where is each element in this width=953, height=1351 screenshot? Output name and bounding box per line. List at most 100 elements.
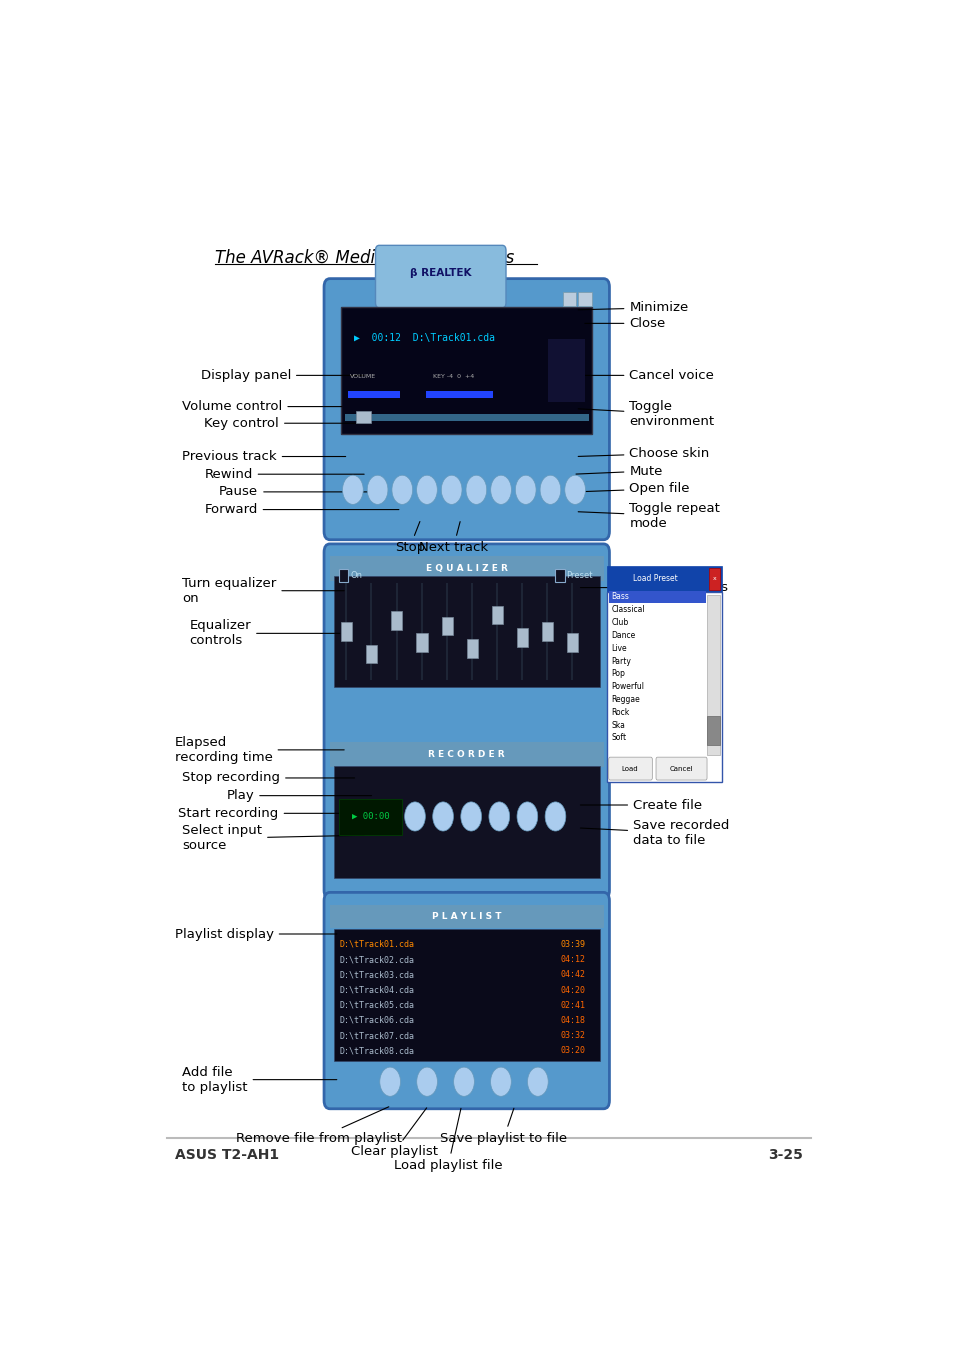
- Circle shape: [490, 1067, 511, 1096]
- FancyBboxPatch shape: [608, 667, 705, 681]
- FancyBboxPatch shape: [330, 557, 603, 581]
- Circle shape: [544, 802, 565, 831]
- Text: Minimize: Minimize: [578, 301, 688, 315]
- Text: β REALTEK: β REALTEK: [410, 269, 471, 278]
- Text: Rock: Rock: [611, 708, 629, 717]
- Text: 03:20: 03:20: [559, 1047, 584, 1055]
- FancyBboxPatch shape: [344, 413, 588, 422]
- Text: Pause: Pause: [219, 485, 381, 499]
- FancyBboxPatch shape: [366, 644, 376, 663]
- Text: Turn equalizer
on: Turn equalizer on: [182, 577, 344, 605]
- Text: Select input
source: Select input source: [182, 824, 364, 852]
- Text: 04:12: 04:12: [559, 955, 584, 965]
- FancyBboxPatch shape: [391, 611, 402, 630]
- Text: Elapsed
recording time: Elapsed recording time: [174, 736, 344, 763]
- FancyBboxPatch shape: [426, 390, 492, 399]
- Circle shape: [460, 802, 481, 831]
- Circle shape: [404, 802, 425, 831]
- FancyBboxPatch shape: [608, 642, 705, 655]
- FancyBboxPatch shape: [608, 604, 705, 616]
- Text: 03:39: 03:39: [559, 940, 584, 948]
- Text: Load playlist file: Load playlist file: [394, 1108, 502, 1171]
- Text: D:\tTrack05.cda: D:\tTrack05.cda: [339, 1001, 415, 1009]
- FancyBboxPatch shape: [334, 576, 599, 688]
- FancyBboxPatch shape: [334, 766, 599, 878]
- Circle shape: [441, 476, 461, 504]
- FancyBboxPatch shape: [706, 716, 720, 744]
- Text: Dance: Dance: [611, 631, 636, 640]
- Text: D:\tTrack03.cda: D:\tTrack03.cda: [339, 970, 415, 979]
- FancyBboxPatch shape: [555, 569, 564, 582]
- FancyBboxPatch shape: [341, 307, 592, 434]
- Text: Toggle
environment: Toggle environment: [578, 400, 714, 428]
- Text: Load Preset: Load Preset: [632, 574, 677, 584]
- Text: Choose skin: Choose skin: [578, 447, 709, 459]
- FancyBboxPatch shape: [338, 798, 401, 835]
- FancyBboxPatch shape: [608, 757, 652, 780]
- Text: 03:32: 03:32: [559, 1031, 584, 1040]
- Text: D:\tTrack01.cda: D:\tTrack01.cda: [339, 940, 415, 948]
- Text: Ska: Ska: [611, 720, 625, 730]
- FancyBboxPatch shape: [656, 757, 706, 780]
- Text: Soft: Soft: [611, 734, 626, 743]
- Text: Mute: Mute: [576, 465, 662, 478]
- Text: 3-25: 3-25: [767, 1147, 802, 1162]
- FancyBboxPatch shape: [330, 905, 603, 928]
- Text: Stop: Stop: [395, 521, 424, 554]
- Circle shape: [527, 1067, 548, 1096]
- Text: Remove file from playlist: Remove file from playlist: [235, 1106, 401, 1144]
- Text: KEY -4  0  +4: KEY -4 0 +4: [433, 374, 475, 378]
- FancyBboxPatch shape: [324, 278, 609, 540]
- Text: Open file: Open file: [578, 482, 689, 496]
- Text: 04:20: 04:20: [559, 985, 584, 994]
- Text: Stop recording: Stop recording: [182, 771, 355, 785]
- Circle shape: [488, 802, 509, 831]
- FancyBboxPatch shape: [355, 411, 370, 423]
- FancyBboxPatch shape: [541, 623, 553, 640]
- Text: Previous track: Previous track: [182, 450, 345, 463]
- Text: D:\tTrack02.cda: D:\tTrack02.cda: [339, 955, 415, 965]
- Text: D:\tTrack07.cda: D:\tTrack07.cda: [339, 1031, 415, 1040]
- Circle shape: [416, 476, 436, 504]
- FancyBboxPatch shape: [706, 594, 720, 755]
- Text: Close: Close: [584, 317, 665, 330]
- Text: ASUS T2-AH1: ASUS T2-AH1: [174, 1147, 278, 1162]
- Text: Party: Party: [611, 657, 631, 666]
- Text: Playlist display: Playlist display: [174, 928, 336, 940]
- Text: D:\tTrack06.cda: D:\tTrack06.cda: [339, 1016, 415, 1025]
- FancyBboxPatch shape: [324, 544, 609, 898]
- Text: Live: Live: [611, 643, 627, 653]
- Circle shape: [342, 476, 363, 504]
- FancyBboxPatch shape: [608, 693, 705, 705]
- FancyBboxPatch shape: [606, 592, 721, 782]
- Text: Create file: Create file: [579, 798, 701, 812]
- FancyBboxPatch shape: [517, 628, 528, 647]
- Text: 02:41: 02:41: [559, 1001, 584, 1009]
- Text: Rewind: Rewind: [204, 467, 364, 481]
- FancyBboxPatch shape: [416, 634, 427, 653]
- Text: x: x: [712, 576, 716, 581]
- Text: Load: Load: [621, 766, 638, 771]
- Text: Club: Club: [611, 619, 628, 627]
- Text: Play: Play: [226, 789, 371, 802]
- Circle shape: [564, 476, 585, 504]
- FancyBboxPatch shape: [348, 390, 400, 399]
- Text: Toggle repeat
mode: Toggle repeat mode: [578, 501, 720, 530]
- FancyBboxPatch shape: [375, 246, 505, 308]
- FancyBboxPatch shape: [562, 292, 576, 305]
- Text: 04:42: 04:42: [559, 970, 584, 979]
- Text: Cancel: Cancel: [669, 766, 692, 771]
- FancyBboxPatch shape: [608, 616, 705, 630]
- Text: Pop: Pop: [611, 669, 625, 678]
- Text: Powerful: Powerful: [611, 682, 644, 692]
- Text: Volume control: Volume control: [182, 400, 341, 413]
- Text: Save playlist to file: Save playlist to file: [439, 1108, 567, 1144]
- Text: VOLUME: VOLUME: [350, 374, 375, 378]
- FancyBboxPatch shape: [608, 719, 705, 731]
- Text: Add file
to playlist: Add file to playlist: [182, 1066, 336, 1094]
- Text: ▶  00:12  D:\Track01.cda: ▶ 00:12 D:\Track01.cda: [354, 334, 495, 343]
- Circle shape: [392, 476, 413, 504]
- Text: Bass: Bass: [611, 593, 629, 601]
- Circle shape: [379, 1067, 400, 1096]
- Text: R E C O R D E R: R E C O R D E R: [428, 750, 504, 759]
